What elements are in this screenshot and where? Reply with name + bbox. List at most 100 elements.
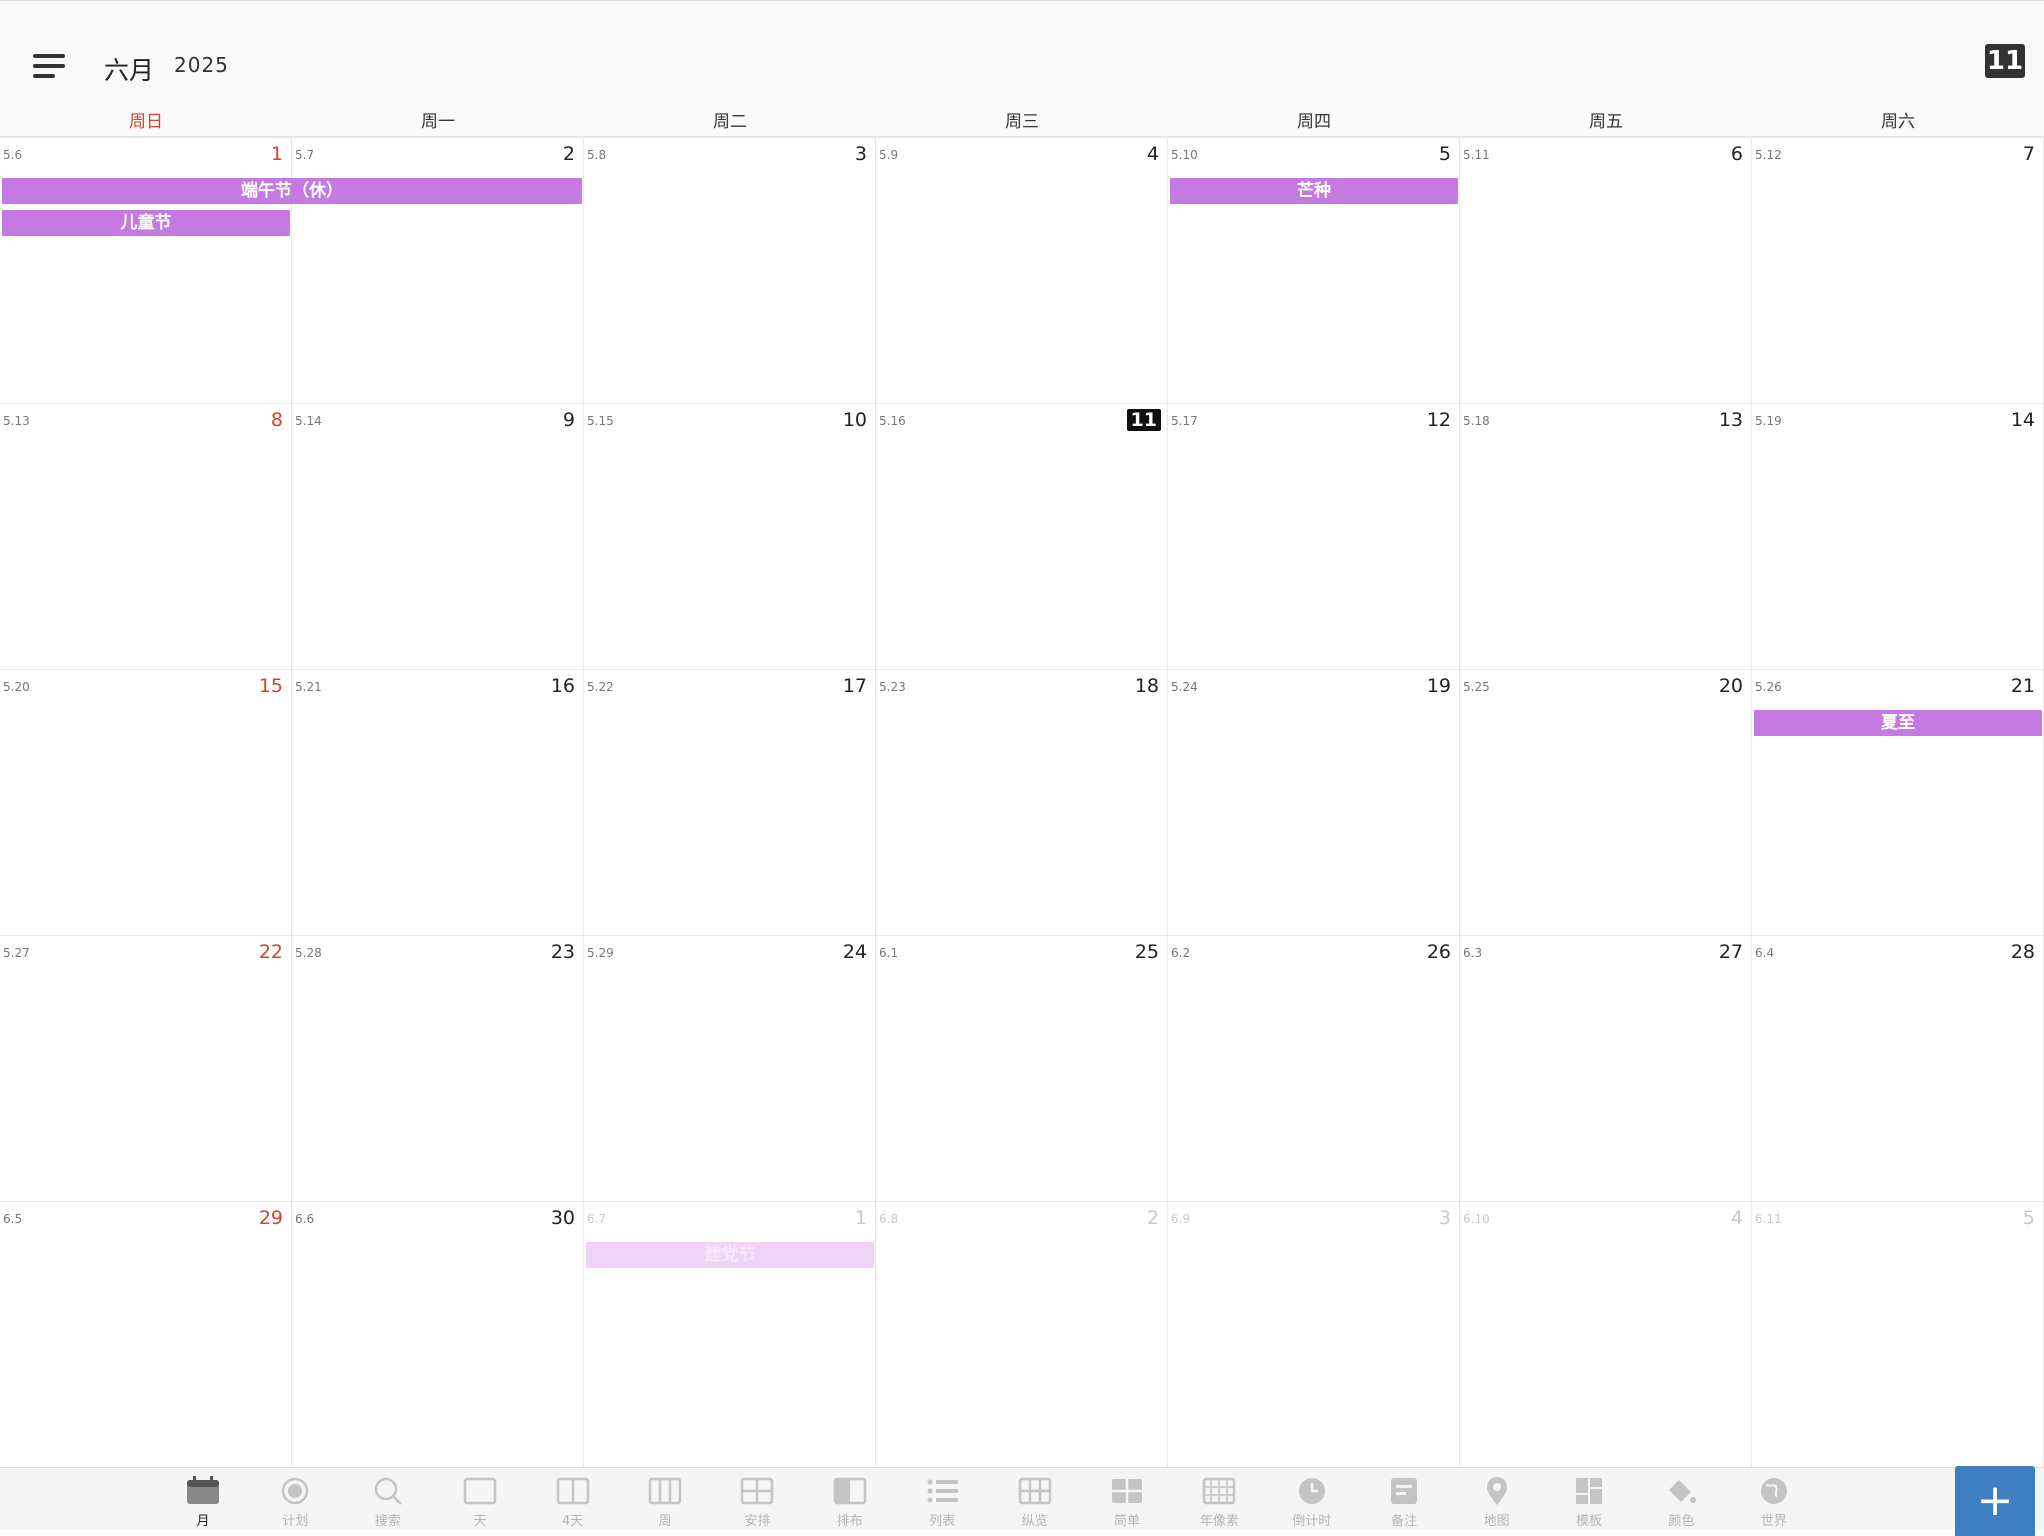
day-cell[interactable]: 5.19 14 [1752,403,2044,669]
tab-4[interactable]: 天 [445,1476,515,1531]
day-cell[interactable]: 5.25 20 [1460,669,1752,935]
tab-1[interactable]: 月 [168,1476,238,1531]
year-title[interactable]: 2025 [174,53,229,77]
day-cell[interactable]: 5.20 15 [0,669,292,935]
day-cell[interactable]: 5.12 7 [1752,137,2044,403]
day-cell[interactable]: 5.21 16 [292,669,584,935]
tab-6[interactable]: 周 [630,1476,700,1531]
schedule-grid-icon [739,1476,775,1506]
day-cell[interactable]: 5.29 24 [584,935,876,1201]
tab-label: 纵览 [1021,1514,1048,1529]
day-number: 25 [1134,941,1159,963]
day-cell[interactable]: 5.18 13 [1460,403,1752,669]
event-bar[interactable]: 建党节 [586,1242,874,1268]
day-number: 30 [550,1207,575,1229]
day-cell[interactable]: 6.4 28 [1752,935,2044,1201]
weekday-label: 周四 [1297,112,1331,132]
day-cell[interactable]: 5.24 19 [1168,669,1460,935]
day-number: 26 [1426,941,1451,963]
tab-16[interactable]: 模板 [1554,1476,1624,1531]
tab-label: 模板 [1575,1514,1602,1529]
weekday-label: 周三 [1005,112,1039,132]
tab-label: 天 [473,1514,487,1529]
tab-label: 颜色 [1668,1514,1695,1529]
day-cell[interactable]: 6.1 25 [876,935,1168,1201]
tab-12[interactable]: 年像素 [1184,1476,1254,1531]
tab-18[interactable]: 世界 [1739,1476,1809,1531]
day-cell[interactable]: 5.16 11 [876,403,1168,669]
day-cell[interactable]: 6.6 30 [292,1201,584,1467]
lunar-date: 6.7 [587,1212,607,1226]
day-number: 4 [1146,143,1159,165]
tab-9[interactable]: 列表 [907,1476,977,1531]
event-bar[interactable]: 端午节（休） [2,178,582,204]
day-cell[interactable]: 5.26 21 [1752,669,2044,935]
day-cell[interactable]: 5.8 3 [584,137,876,403]
weekday-label: 周日 [129,112,163,132]
day-cell[interactable]: 6.2 26 [1168,935,1460,1201]
tab-10[interactable]: 纵览 [1000,1476,1070,1531]
day-cell[interactable]: 5.28 23 [292,935,584,1201]
day-cell[interactable]: 6.8 2 [876,1201,1168,1467]
tab-8[interactable]: 排布 [815,1476,885,1531]
event-bar[interactable]: 儿童节 [2,210,290,236]
event-bar[interactable]: 芒种 [1170,178,1458,204]
tab-label: 世界 [1760,1514,1787,1529]
day-number: 3 [1438,1207,1451,1229]
month-title[interactable]: 六月 [104,56,155,85]
day-cell[interactable]: 6.5 29 [0,1201,292,1467]
day-number: 9 [562,409,575,431]
tab-13[interactable]: 倒计时 [1277,1476,1347,1531]
day-cell[interactable]: 5.13 8 [0,403,292,669]
event-bar[interactable]: 夏至 [1754,710,2042,736]
tab-5[interactable]: 4天 [538,1476,608,1531]
menu-icon[interactable] [33,54,65,78]
day-cell[interactable]: 6.3 27 [1460,935,1752,1201]
day-cell[interactable]: 5.6 1 [0,137,292,403]
list-icon [924,1476,960,1506]
add-event-button[interactable]: + [1955,1466,2035,1536]
day-number: 22 [258,941,283,963]
day-cell[interactable]: 5.11 6 [1460,137,1752,403]
tab-label: 4天 [561,1514,584,1529]
day-cell[interactable]: 6.9 3 [1168,1201,1460,1467]
day-cell[interactable]: 5.10 5 [1168,137,1460,403]
lunar-date: 5.15 [587,414,614,428]
lunar-date: 5.10 [1171,148,1198,162]
lunar-date: 5.29 [587,946,614,960]
tab-label: 排布 [836,1514,863,1529]
day-number: 6 [1730,143,1743,165]
day-cell[interactable]: 6.11 5 [1752,1201,2044,1467]
clock-icon [1294,1476,1330,1506]
day-number: 18 [1134,675,1159,697]
day-cell[interactable]: 5.27 22 [0,935,292,1201]
day-cell[interactable]: 5.15 10 [584,403,876,669]
day-cell[interactable]: 5.14 9 [292,403,584,669]
lunar-date: 6.9 [1171,1212,1191,1226]
tab-14[interactable]: 备注 [1369,1476,1439,1531]
day-number: 2 [1146,1207,1159,1229]
lunar-date: 5.18 [1463,414,1490,428]
lunar-date: 5.23 [879,680,906,694]
tab-label: 地图 [1483,1514,1510,1529]
weekday-label: 周二 [713,112,747,132]
day-cell[interactable]: 5.23 18 [876,669,1168,935]
day-cell[interactable]: 5.17 12 [1168,403,1460,669]
day-cell[interactable]: 6.7 1 [584,1201,876,1467]
today-button[interactable]: 11 [1985,44,2025,78]
tab-7[interactable]: 安排 [722,1476,792,1531]
tab-2[interactable]: 计划 [260,1476,330,1531]
tab-15[interactable]: 地图 [1462,1476,1532,1531]
template-icon [1571,1476,1607,1506]
lunar-date: 5.8 [587,148,607,162]
day-cell[interactable]: 5.22 17 [584,669,876,935]
tab-3[interactable]: 搜索 [353,1476,423,1531]
bottom-tab-bar: 月 计划 搜索 天 4天 周 安排 排布 列表 纵览 简单 年像素 倒计时 备注 地图 模板 颜色 世界 [0,1467,2044,1530]
tab-11[interactable]: 简单 [1092,1476,1162,1531]
year-pixels-icon [1201,1476,1237,1506]
day-cell[interactable]: 6.10 4 [1460,1201,1752,1467]
day-cell[interactable]: 5.9 4 [876,137,1168,403]
day-cell[interactable]: 5.7 2 [292,137,584,403]
lunar-date: 6.5 [3,1212,23,1226]
tab-17[interactable]: 颜色 [1646,1476,1716,1531]
